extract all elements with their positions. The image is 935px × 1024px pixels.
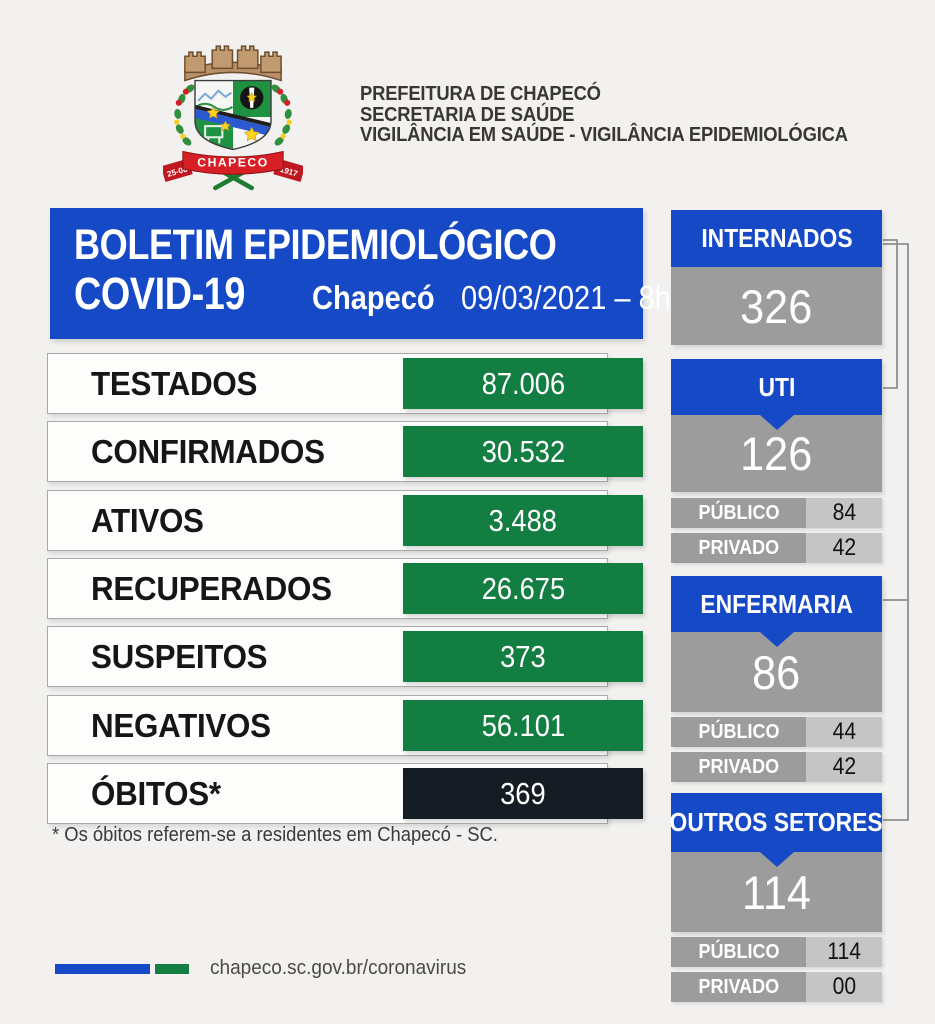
enfermaria-publico-row: PÚBLICO 44 [671,717,882,747]
publico-value: 84 [832,499,856,526]
stat-label: ÓBITOS* [91,774,221,812]
stat-value: 56.101 [481,707,565,743]
stat-label: CONFIRMADOS [91,432,325,470]
enfermaria-privado-row: PRIVADO 42 [671,752,882,782]
stat-label: ATIVOS [91,501,204,539]
deaths-footnote: * Os óbitos referem-se a residentes em C… [52,824,498,846]
stat-value-box: 373 [403,631,643,682]
stat-value-box: 87.006 [403,358,643,409]
stat-value-box: 369 [403,768,643,819]
stat-value-box: 56.101 [403,700,643,751]
stat-value: 3.488 [488,502,558,538]
publico-label: PÚBLICO [698,940,779,963]
internados-header: INTERNADOS [671,210,882,267]
footer-green-bar [155,964,189,974]
uti-title: UTI [758,371,795,402]
org-header: PREFEITURA DE CHAPECÓ SECRETARIA DE SAÚD… [360,84,890,146]
outros-publico-row: PÚBLICO 114 [671,937,882,967]
banner-datetime: 09/03/2021 – 8h [460,279,671,316]
footer-url: chapeco.sc.gov.br/coronavirus [210,957,467,979]
stat-value: 26.675 [481,570,565,606]
stat-value: 30.532 [481,433,565,469]
privado-label: PRIVADO [698,975,779,998]
org-line-prefeitura: PREFEITURA DE CHAPECÓ [360,83,601,105]
stat-row-negativos: NEGATIVOS 56.101 [47,695,643,756]
stat-value-box: 30.532 [403,426,643,477]
publico-value: 114 [827,938,861,965]
footer-blue-bar [55,964,150,974]
internados-title: INTERNADOS [700,223,853,253]
laurel-branches-icon [174,84,292,146]
uti-privado-row: PRIVADO 42 [671,533,882,563]
uti-publico-row: PÚBLICO 84 [671,498,882,528]
enfermaria-total: 86 [752,645,801,699]
outros-setores-header: OUTROS SETORES [669,793,884,852]
outros-setores-total: 114 [742,865,811,919]
enfermaria-title: ENFERMARIA [700,588,853,619]
stat-row-recuperados: RECUPERADOS 26.675 [47,558,643,619]
city-coat-of-arms: 25-08 1917 CHAPECO [160,40,306,192]
privado-label: PRIVADO [698,755,779,778]
ribbon-icon: 25-08 1917 CHAPECO [160,150,306,182]
outros-privado-row: PRIVADO 00 [671,972,882,1002]
org-line-secretaria: SECRETARIA DE SAÚDE [360,103,575,126]
uti-total-box: 126 [671,415,882,492]
ribbon-city-name: CHAPECO [197,156,268,170]
stat-label: SUSPEITOS [91,637,268,675]
crown-icon [184,45,282,82]
stat-row-ativos: ATIVOS 3.488 [47,490,643,551]
stat-value: 373 [500,638,546,674]
outros-setores-title: OUTROS SETORES [669,807,884,837]
banner-subtitle-covid: COVID-19 [74,268,245,319]
uti-total: 126 [740,427,813,480]
stat-row-confirmados: CONFIRMADOS 30.532 [47,421,643,482]
privado-value: 42 [832,534,856,561]
privado-value: 00 [832,973,856,1000]
shield-icon [194,79,272,151]
stat-value: 87.006 [481,365,565,401]
privado-label: PRIVADO [698,536,779,559]
stat-row-testados: TESTADOS 87.006 [47,353,643,414]
banner-city: Chapecó [311,279,435,316]
bulletin-title-banner: BOLETIM EPIDEMIOLÓGICO COVID-19 Chapecó … [50,208,671,339]
stat-row-obitos: ÓBITOS* 369 [47,763,643,824]
stat-label: RECUPERADOS [91,569,332,607]
hospital-connector-lines [883,239,909,821]
internados-total-box: 326 [671,267,882,345]
stat-value: 369 [500,775,546,811]
stat-value-box: 3.488 [403,495,643,546]
uti-header: UTI [671,359,882,415]
publico-label: PÚBLICO [698,720,779,743]
stat-label: NEGATIVOS [91,706,271,744]
banner-title: BOLETIM EPIDEMIOLÓGICO [74,221,557,269]
privado-value: 42 [832,753,856,780]
org-line-vigilancia: VIGILÂNCIA EM SAÚDE - VIGILÂNCIA EPIDEMI… [360,124,848,146]
internados-total: 326 [740,279,813,333]
publico-value: 44 [832,718,856,745]
coat-of-arms-graphic: 25-08 1917 CHAPECO [160,45,306,191]
stat-value-box: 26.675 [403,563,643,614]
enfermaria-header: ENFERMARIA [671,576,882,632]
stat-row-suspeitos: SUSPEITOS 373 [47,626,643,687]
publico-label: PÚBLICO [698,501,779,524]
stat-label: TESTADOS [91,364,258,402]
